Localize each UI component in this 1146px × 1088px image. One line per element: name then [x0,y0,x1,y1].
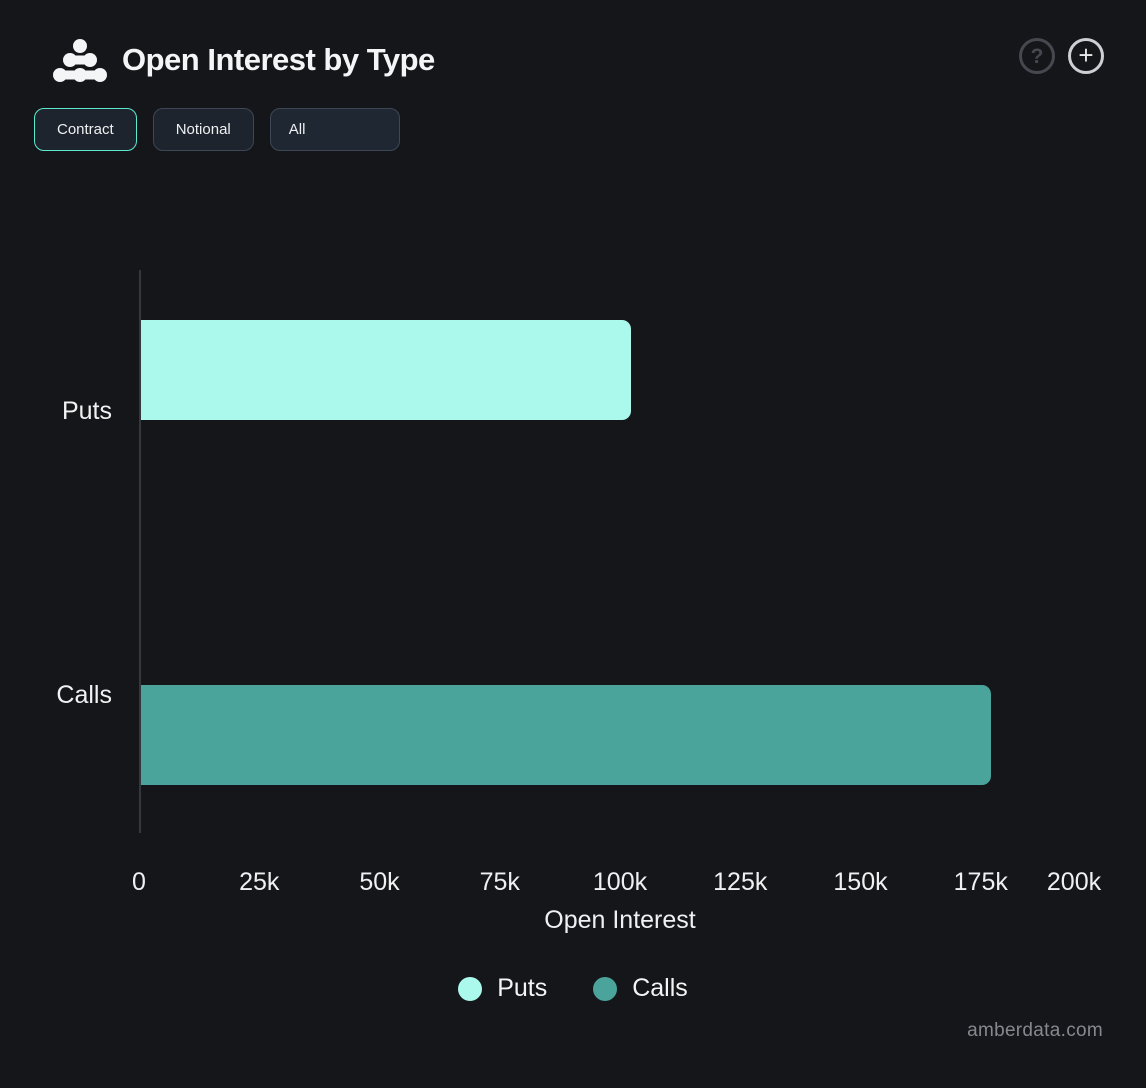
x-tick-label: 100k [592,868,648,896]
notional-button[interactable]: Notional [152,108,254,151]
calls-legend-dot-icon [593,976,618,1001]
x-tick-label: 200k [1046,868,1102,896]
help-icon[interactable]: ? [1019,38,1055,74]
x-tick-label: 0 [132,868,146,896]
legend-item-calls[interactable]: Calls [593,974,688,1003]
legend: Puts Calls [0,974,1146,1003]
add-icon[interactable]: + [1068,38,1104,74]
plot-area [139,270,1101,833]
x-tick-label: 50k [359,868,400,896]
y-axis-labels: Puts Calls [0,0,112,1088]
bar-calls[interactable] [141,685,991,785]
legend-label-calls: Calls [632,974,688,1002]
x-axis-ticks: 0 25k 50k 75k 100k 125k 150k 175k 200k [132,866,1102,898]
puts-legend-dot-icon [458,976,483,1001]
x-tick-label: 175k [953,868,1008,896]
page-title: Open Interest by Type [122,42,435,77]
header: Open Interest by Type ? + [0,0,1146,96]
legend-item-puts[interactable]: Puts [458,974,547,1003]
legend-label-puts: Puts [497,974,548,1002]
watermark: amberdata.com [967,1020,1103,1041]
x-tick-label: 150k [833,868,888,896]
x-tick-label: 75k [479,868,520,896]
bar-puts[interactable] [141,320,631,420]
y-label-puts: Puts [61,397,112,425]
header-actions: ? + [1019,38,1104,74]
x-tick-label: 25k [239,868,280,896]
contract-button[interactable]: Contract [34,108,137,151]
filter-all-dropdown[interactable]: All [269,108,400,151]
x-tick-label: 125k [713,868,768,896]
x-axis-title: Open Interest [544,906,696,934]
toolbar: Contract Notional All [34,108,400,151]
y-label-calls: Calls [56,681,112,709]
dots-pyramid-logo-icon [53,39,107,82]
